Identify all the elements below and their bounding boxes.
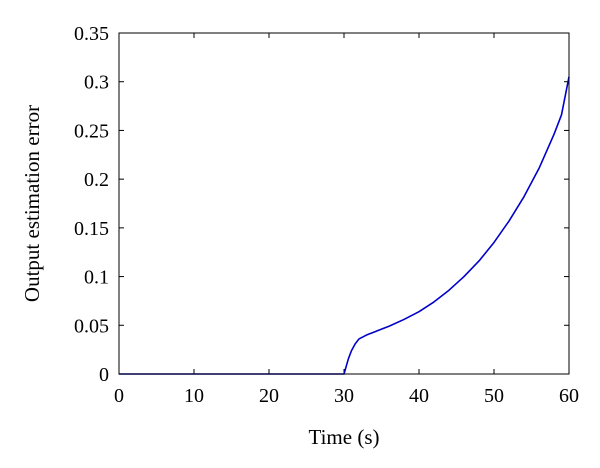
x-tick-label: 20 (259, 385, 279, 407)
y-tick-label: 0.35 (74, 23, 109, 45)
x-axis-ticks: 0 10 20 30 40 50 60 (114, 33, 579, 407)
y-tick-label: 0 (99, 364, 109, 386)
y-tick-label: 0.05 (74, 315, 109, 337)
x-tick-label: 10 (184, 385, 204, 407)
x-tick-label: 30 (334, 385, 354, 407)
series-layer (119, 76, 570, 375)
y-tick-label: 0.1 (84, 267, 109, 289)
y-axis-ticks: 0 0.05 0.1 0.15 0.2 0.25 0.3 0.35 (74, 23, 569, 386)
y-tick-label: 0.15 (74, 218, 109, 240)
x-tick-label: 50 (484, 385, 504, 407)
series-line (119, 76, 570, 375)
x-tick-label: 60 (559, 385, 579, 407)
y-axis-title: Output estimation error (20, 105, 44, 302)
plot-frame (118, 32, 570, 375)
y-tick-label: 0.25 (74, 120, 109, 142)
x-tick-label: 40 (409, 385, 429, 407)
y-tick-label: 0.3 (84, 72, 109, 94)
y-tick-label: 0.2 (84, 169, 109, 191)
x-axis-title: Time (s) (309, 425, 380, 449)
x-tick-label: 0 (114, 385, 124, 407)
